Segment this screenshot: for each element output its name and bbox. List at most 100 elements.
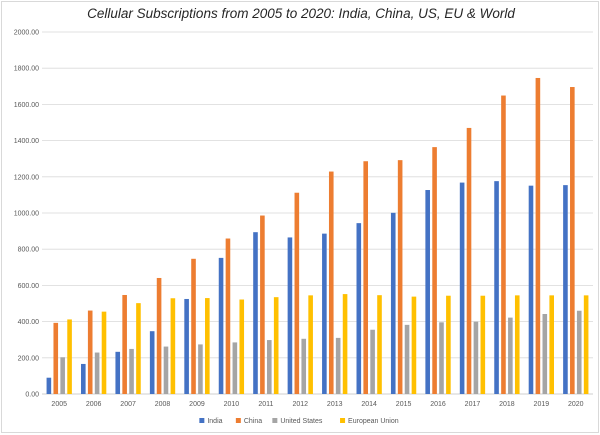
x-tick-label: 2020 — [568, 401, 584, 408]
x-tick-label: 2016 — [430, 401, 446, 408]
bar-european-union — [101, 311, 107, 394]
bar-china — [294, 192, 300, 394]
bar-china — [87, 310, 93, 394]
chart-title: Cellular Subscriptions from 2005 to 2020… — [87, 6, 515, 21]
legend-swatch — [340, 418, 346, 423]
bar-china — [570, 87, 575, 395]
y-tick-label: 2000.00 — [14, 30, 39, 37]
bar-european-union — [446, 295, 451, 394]
bar-european-union — [411, 296, 417, 394]
y-tick-label: 1600.00 — [14, 102, 39, 109]
bar-india — [46, 377, 52, 394]
bar-european-union — [308, 295, 313, 394]
bar-china — [501, 95, 506, 394]
bar-united-states — [232, 342, 238, 394]
bar-united-states — [473, 321, 479, 394]
x-tick-label: 2008 — [155, 401, 171, 408]
bar-china — [191, 258, 196, 394]
x-tick-label: 2005 — [51, 401, 67, 408]
x-tick-label: 2006 — [86, 401, 102, 408]
bar-united-states — [542, 313, 548, 394]
bar-united-states — [198, 344, 203, 394]
bar-european-union — [514, 295, 520, 394]
bar-india — [459, 182, 465, 394]
bar-european-union — [239, 299, 245, 394]
y-tick-label: 1000.00 — [14, 211, 39, 218]
legend-label: India — [207, 418, 222, 425]
bar-united-states — [335, 337, 341, 394]
x-tick-label: 2007 — [120, 401, 136, 408]
bar-china — [53, 322, 59, 394]
bar-india — [184, 298, 189, 394]
bar-india — [390, 212, 396, 394]
x-tick-label: 2009 — [189, 401, 205, 408]
bar-china — [328, 171, 334, 394]
bar-united-states — [439, 322, 444, 394]
bar-china — [466, 127, 472, 395]
bar-european-union — [583, 295, 589, 394]
bar-european-union — [67, 319, 72, 394]
y-tick-label: 1200.00 — [14, 174, 39, 181]
bar-india — [425, 190, 430, 394]
bar-china — [535, 77, 541, 394]
bar-india — [115, 351, 121, 394]
legend: India China United States European Union — [199, 418, 399, 425]
bar-united-states — [129, 348, 134, 394]
bar-india — [356, 223, 362, 394]
bar-china — [122, 294, 127, 394]
bar-china — [363, 161, 369, 394]
legend-label: China — [244, 418, 262, 425]
x-tick-label: 2013 — [327, 401, 343, 408]
bar-united-states — [301, 338, 307, 394]
bar-european-union — [170, 298, 176, 394]
bar-india — [287, 237, 293, 394]
bar-united-states — [508, 317, 513, 394]
x-tick-label: 2019 — [534, 401, 550, 408]
bar-united-states — [94, 352, 100, 394]
bar-united-states — [370, 329, 375, 394]
bar-united-states — [266, 340, 272, 394]
bars — [46, 77, 589, 395]
bar-european-union — [377, 295, 382, 394]
x-tick-label: 2010 — [224, 401, 240, 408]
y-axis: 0.00 200.00 400.00 600.00 800.00 1000.00 1200.… — [14, 30, 39, 399]
x-tick-label: 2015 — [396, 401, 412, 408]
bar-china — [397, 160, 403, 394]
bar-european-union — [205, 298, 210, 394]
legend-swatch — [235, 418, 241, 423]
bar-united-states — [576, 310, 582, 394]
bar-united-states — [60, 357, 65, 394]
x-tick-label: 2017 — [465, 401, 481, 408]
y-tick-label: 400.00 — [18, 319, 40, 326]
bar-india — [322, 233, 327, 394]
bar-china — [260, 215, 265, 394]
x-tick-label: 2012 — [292, 401, 308, 408]
bar-china — [156, 277, 162, 394]
legend-label: European Union — [348, 418, 399, 425]
bar-india — [81, 363, 86, 394]
bar-china — [225, 238, 231, 394]
legend-swatch — [272, 418, 278, 423]
y-tick-label: 800.00 — [18, 247, 40, 254]
bar-india — [528, 185, 534, 394]
bar-european-union — [480, 295, 486, 394]
bar-united-states — [163, 346, 169, 394]
bar-india — [494, 181, 499, 394]
bar-european-union — [342, 294, 348, 394]
x-tick-label: 2014 — [361, 401, 377, 408]
legend-swatch — [199, 418, 205, 423]
bar-india — [149, 331, 155, 394]
x-tick-label: 2011 — [258, 401, 273, 408]
y-tick-label: 1800.00 — [14, 66, 39, 73]
bar-european-union — [136, 303, 141, 394]
bar-european-union — [549, 295, 554, 394]
y-tick-label: 1400.00 — [14, 138, 39, 145]
bar-european-union — [273, 297, 279, 394]
bar-united-states — [404, 324, 410, 394]
x-axis: 2005 2006 2007 2008 2009 2010 2011 2012 2013 2014… — [51, 401, 583, 408]
bar-india — [218, 257, 224, 394]
bar-india — [563, 185, 568, 394]
x-tick-label: 2018 — [499, 401, 515, 408]
